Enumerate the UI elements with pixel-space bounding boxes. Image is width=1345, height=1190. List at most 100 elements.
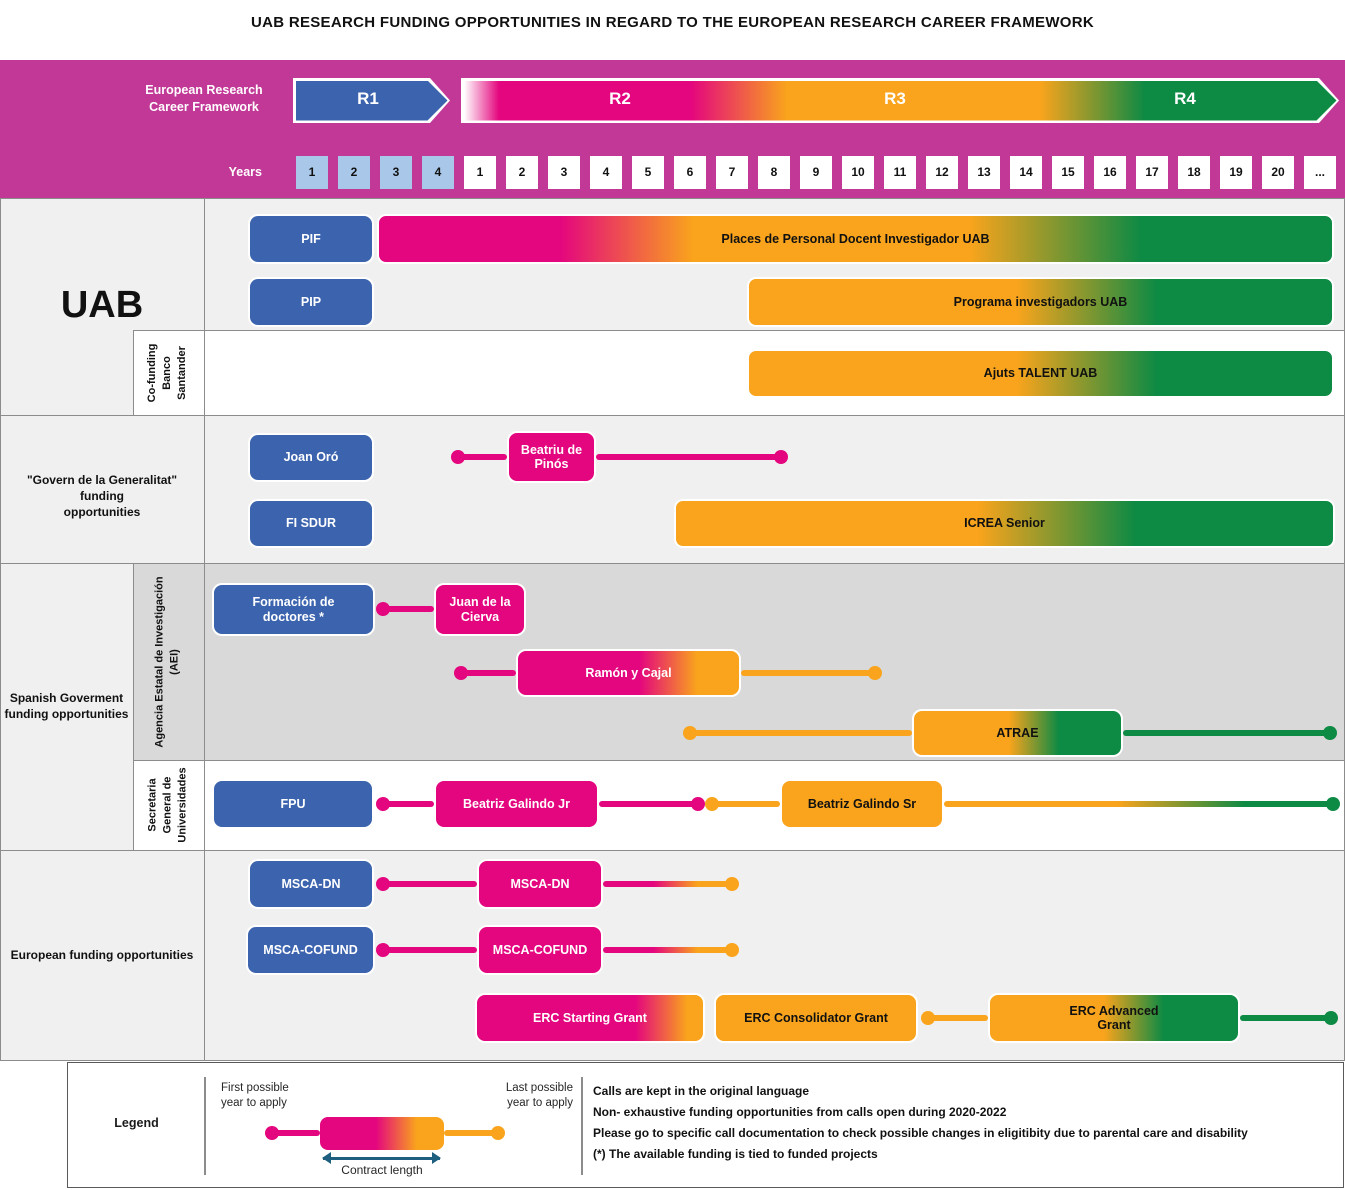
legend-apply-line-left [272,1130,320,1136]
galindo-sr-first-apply-dot [705,797,719,811]
erc-advanced-apply-line-left [928,1015,988,1021]
years-axis-label: Years [228,165,262,179]
galindo-jr-apply-line-left [383,801,434,807]
legend-contract-length-label: Contract length [341,1163,423,1177]
juan-de-la-cierva-box-label: Juan de la Cierva [449,595,511,624]
section-label-european: European funding opportunities [10,948,194,962]
msca-dn-apply-dot [376,877,390,891]
year-cell-postdoc-2: 2 [506,156,538,189]
erc-consolidator-grant-box-label: ERC Consolidator Grant [744,1010,888,1025]
legend-note-2: Non- exhaustive funding opportunities fr… [593,1105,1007,1119]
msca-cofund-last-apply-dot [725,943,739,957]
arrow-left-head [322,1152,331,1165]
erc-starting-grant-box-label: ERC Starting Grant [533,1010,647,1025]
msca-dn-apply-line-right [603,881,729,887]
year-cell-postdoc-9: 9 [800,156,832,189]
joan-oro-label-box: Joan Oró [248,433,374,482]
ramon-y-cajal-box-label: Ramón y Cajal [585,665,672,680]
legend-last-apply-label: Last possible year to apply [505,1082,573,1109]
year-cell-postdoc-16: 16 [1094,156,1126,189]
section-label-spanish: Spanish Goverment funding opportunities [4,691,129,721]
year-cell-postdoc-13: 13 [968,156,1000,189]
legend-apply-line-right [444,1130,498,1136]
legend-contract-bar [320,1117,444,1150]
beatriu-de-pinos-box: Beatriu de Pinós [507,431,596,483]
year-cell-postdoc-4: 4 [590,156,622,189]
atrae-box-label: ATRAE [996,725,1039,740]
year-cell-postdoc-11: 11 [884,156,916,189]
msca-dn-box-label: MSCA-DN [510,876,570,891]
galindo-sr-apply-line-right [944,801,1330,807]
year-cell-postdoc-10: 10 [842,156,874,189]
erc-advanced-apply-dot [921,1011,935,1025]
pif-label-box-label: PIF [301,231,321,246]
msca-cofund-label-box: MSCA-COFUND [246,925,375,975]
erc-advanced-grant-box-label: ERC Advanced Grant [1069,1003,1159,1032]
year-cell-postdoc-1: 1 [464,156,496,189]
juan-cierva-apply-line [383,606,434,612]
msca-cofund-apply-line-left [383,947,477,953]
pif-bar-label: Places de Personal Docent Investigador U… [721,231,990,246]
fpu-label-box: FPU [212,779,374,829]
year-cell-postdoc-19: 19 [1220,156,1252,189]
msca-cofund-box-label: MSCA-COFUND [492,942,588,957]
atrae-last-apply-dot [1323,726,1337,740]
erc-advanced-last-apply-dot [1324,1011,1338,1025]
legend-title: Legend [114,1116,159,1130]
erc-advanced-grant-box: ERC Advanced Grant [988,993,1240,1043]
legend-box: Legend First possible year to apply Last… [67,1062,1344,1188]
year-cell-predoc-3: 3 [380,156,412,189]
formacion-doctores-box-label: Formación de doctores * [252,595,335,624]
year-cell-predoc-4: 4 [422,156,454,189]
r3-label: R3 [884,89,906,108]
year-cell-postdoc-15: 15 [1052,156,1084,189]
fpu-label-box-label: FPU [280,796,306,811]
framework-label: European Research Career Framework [145,83,263,114]
year-cell-postdoc-18: 18 [1178,156,1210,189]
r2-label: R2 [609,89,631,108]
beatriz-galindo-sr-box-label: Beatriz Galindo Sr [807,796,917,811]
ramon-y-cajal-box: Ramón y Cajal [516,649,741,697]
atrae-first-apply-dot [683,726,697,740]
beatriu-apply-line-right [596,454,778,460]
ramon-apply-line-left [461,670,516,676]
msca-cofund-apply-line-right [603,947,729,953]
legend-note-4: (*) The available funding is tied to fun… [593,1147,878,1161]
beatriu-first-apply-dot [451,450,465,464]
juan-cierva-apply-dot [376,602,390,616]
year-cell-postdoc-14: 14 [1010,156,1042,189]
msca-dn-apply-line-left [383,881,477,887]
uab-label-cell-bg [0,330,133,415]
erc-starting-grant-box: ERC Starting Grant [475,993,705,1043]
galindo-sr-last-apply-dot [1326,797,1340,811]
legend-divider-1 [204,1077,206,1175]
contract-length-arrow [322,1152,441,1165]
legend-last-apply-dot [491,1126,505,1140]
year-cell-postdoc-...: ... [1304,156,1336,189]
icrea-senior-bar-label: ICREA Senior [964,516,1045,531]
programa-investigadors-bar-label: Programa investigadors UAB [953,294,1128,309]
galindo-jr-apply-line-right [599,801,695,807]
legend-note-1: Calls are kept in the original language [593,1084,810,1098]
beatriz-galindo-jr-box-label: Beatriz Galindo Jr [463,796,570,811]
year-cell-postdoc-12: 12 [926,156,958,189]
atrae-box: ATRAE [912,709,1123,757]
year-cell-postdoc-6: 6 [674,156,706,189]
ajuts-talent-bar: Ajuts TALENT UAB [747,349,1334,398]
pif-label-box: PIF [248,214,374,264]
year-cell-postdoc-3: 3 [548,156,580,189]
aei-vertical-label: Agencia Estatal de Investigación (AEI) [153,576,181,748]
icrea-senior-bar: ICREA Senior [674,499,1335,548]
arrow-right-head [432,1152,441,1165]
galindo-jr-apply-dot [376,797,390,811]
ramon-apply-line-right [741,670,872,676]
year-cell-postdoc-7: 7 [716,156,748,189]
ramon-first-apply-dot [454,666,468,680]
erc-consolidator-grant-box: ERC Consolidator Grant [714,993,918,1043]
msca-dn-last-apply-dot [725,877,739,891]
galindo-jr-last-apply-dot [691,797,705,811]
fi-sdur-label-box-label: FI SDUR [286,516,336,531]
cofunding-vertical-label: Co-funding Banco Santander [146,343,188,403]
ajuts-talent-bar-label: Ajuts TALENT UAB [983,366,1098,381]
